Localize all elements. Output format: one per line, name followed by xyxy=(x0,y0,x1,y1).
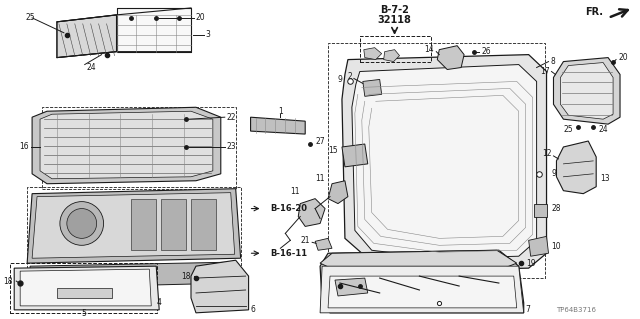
Text: 20: 20 xyxy=(618,53,628,62)
Text: 17: 17 xyxy=(540,67,550,76)
Polygon shape xyxy=(161,199,186,250)
Text: 24: 24 xyxy=(86,63,97,72)
Text: 20: 20 xyxy=(196,13,205,22)
Text: 18: 18 xyxy=(182,271,191,281)
Polygon shape xyxy=(328,181,348,204)
Text: 2: 2 xyxy=(347,72,352,81)
Polygon shape xyxy=(352,64,536,258)
Polygon shape xyxy=(342,144,368,167)
Circle shape xyxy=(60,202,104,245)
Text: 14: 14 xyxy=(425,45,435,54)
Text: 11: 11 xyxy=(291,187,300,196)
Text: B-7-2: B-7-2 xyxy=(380,5,409,15)
Polygon shape xyxy=(529,236,548,256)
Text: 26: 26 xyxy=(482,47,492,56)
Text: TP64B3716: TP64B3716 xyxy=(556,307,596,313)
Bar xyxy=(360,36,431,62)
Bar xyxy=(10,263,157,313)
Text: 12: 12 xyxy=(542,149,552,159)
Polygon shape xyxy=(191,199,216,250)
Polygon shape xyxy=(191,260,248,313)
Polygon shape xyxy=(437,46,464,70)
Text: 5: 5 xyxy=(81,309,86,318)
Polygon shape xyxy=(534,204,547,217)
Text: 11: 11 xyxy=(316,174,325,183)
Text: 7: 7 xyxy=(525,305,531,314)
Polygon shape xyxy=(131,199,156,250)
Polygon shape xyxy=(14,266,159,310)
Text: 18: 18 xyxy=(3,277,12,286)
Text: 28: 28 xyxy=(552,204,561,213)
Polygon shape xyxy=(328,276,516,308)
Text: 16: 16 xyxy=(19,143,29,152)
Polygon shape xyxy=(298,199,325,226)
Bar xyxy=(328,43,545,278)
Text: 1: 1 xyxy=(278,107,283,116)
Text: 21: 21 xyxy=(301,236,310,245)
Polygon shape xyxy=(554,58,620,124)
Bar xyxy=(27,187,241,268)
Polygon shape xyxy=(57,15,116,58)
Text: 10: 10 xyxy=(552,242,561,251)
Polygon shape xyxy=(315,238,332,250)
Text: 3: 3 xyxy=(206,30,211,39)
Text: 22: 22 xyxy=(227,113,236,122)
Text: 27: 27 xyxy=(315,137,324,145)
Polygon shape xyxy=(32,193,235,258)
Polygon shape xyxy=(251,117,305,134)
Text: FR.: FR. xyxy=(585,7,603,17)
Polygon shape xyxy=(320,266,524,313)
Polygon shape xyxy=(364,48,381,60)
Polygon shape xyxy=(320,250,516,270)
Text: 32118: 32118 xyxy=(378,15,412,25)
Text: 25: 25 xyxy=(25,13,35,22)
Polygon shape xyxy=(320,250,524,313)
Polygon shape xyxy=(27,189,241,263)
Text: 9: 9 xyxy=(552,169,556,178)
Text: 24: 24 xyxy=(598,125,608,134)
Circle shape xyxy=(67,209,97,238)
Polygon shape xyxy=(40,111,213,179)
Polygon shape xyxy=(57,288,111,298)
Text: 6: 6 xyxy=(251,305,255,314)
Polygon shape xyxy=(335,278,368,296)
Polygon shape xyxy=(32,107,221,184)
Polygon shape xyxy=(30,262,233,288)
Text: 23: 23 xyxy=(227,143,236,152)
Text: 9: 9 xyxy=(337,75,342,84)
Polygon shape xyxy=(20,269,151,306)
Polygon shape xyxy=(363,79,381,96)
Text: 8: 8 xyxy=(550,57,556,66)
Text: 13: 13 xyxy=(600,174,610,183)
Text: 4: 4 xyxy=(156,298,161,308)
Polygon shape xyxy=(561,63,613,119)
Text: 15: 15 xyxy=(328,146,338,155)
Polygon shape xyxy=(556,141,596,194)
Bar xyxy=(42,107,236,189)
Polygon shape xyxy=(342,55,547,270)
Text: 25: 25 xyxy=(564,125,573,134)
Polygon shape xyxy=(383,50,399,62)
Polygon shape xyxy=(116,8,191,52)
Text: B-16-11: B-16-11 xyxy=(271,249,308,258)
Text: 19: 19 xyxy=(527,259,536,268)
Text: B-16-20: B-16-20 xyxy=(271,204,307,213)
